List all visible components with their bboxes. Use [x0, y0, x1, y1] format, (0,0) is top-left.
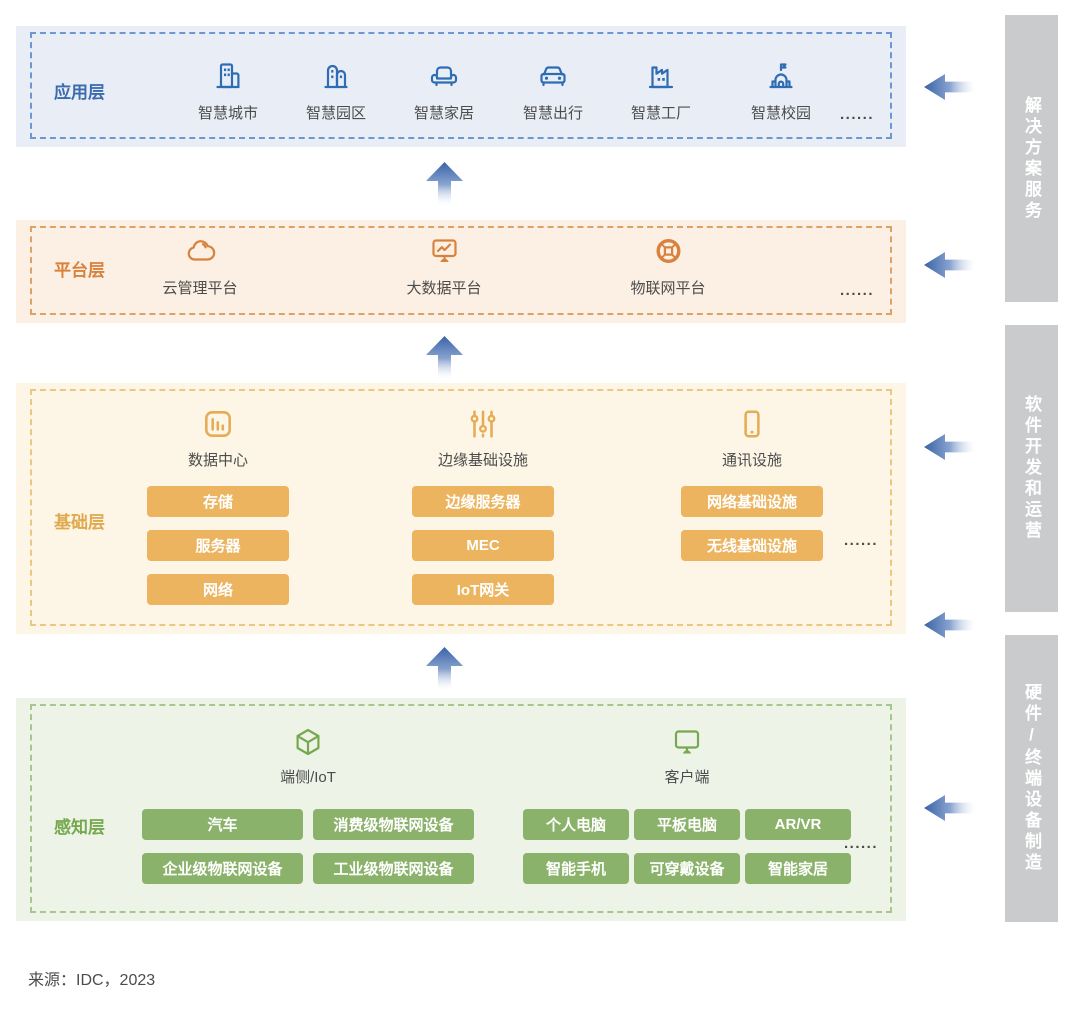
item-smart-mobility: 智慧出行 [523, 60, 583, 123]
pill-wireless-infrastructure: 无线基础设施 [681, 530, 823, 561]
item-label: 智慧校园 [750, 105, 812, 122]
platform-layer-label: 平台层 [54, 261, 105, 280]
item-big-data-platform: 大数据平台 [406, 235, 482, 298]
application-layer-panel: 应用层 智慧城市 [16, 26, 906, 147]
pill-wearables: 可穿戴设备 [634, 853, 740, 884]
perception-layer-panel: 感知层 端侧/IoT 汽车 消费级物联网设备 企业级物联网设备 工业级物联网设备 [16, 698, 906, 921]
iot-platform-icon [652, 235, 684, 267]
sidebar-software-dev-ops: 软件开发和运营 [1005, 325, 1058, 612]
layer-border [30, 389, 892, 626]
pill-server: 服务器 [147, 530, 289, 561]
item-iot-platform: 物联网平台 [630, 235, 706, 298]
sidebar-hardware-manufacturing: 硬件/终端设备制造 [1005, 635, 1058, 922]
group-client: 客户端 个人电脑 平板电脑 AR/VR 智能手机 可穿戴设备 智能家居 [523, 726, 851, 884]
pill-network: 网络 [147, 574, 289, 605]
data-center-icon [201, 407, 235, 441]
pill-network-infrastructure: 网络基础设施 [681, 486, 823, 517]
pill-enterprise-iot-devices: 企业级物联网设备 [142, 853, 303, 884]
smart-mobility-icon [537, 60, 569, 92]
group-title: 客户端 [664, 769, 710, 786]
pill-storage: 存储 [147, 486, 289, 517]
pill-ar-vr: AR/VR [745, 809, 851, 840]
item-label: 智慧出行 [522, 105, 584, 122]
smart-city-icon [212, 60, 244, 92]
pill-tablet: 平板电脑 [634, 809, 740, 840]
left-arrow-app [924, 74, 976, 100]
pill-row: 智能手机 可穿戴设备 智能家居 [523, 853, 851, 884]
group-communication-facility: 通讯设施 网络基础设施 无线基础设施 [681, 407, 823, 561]
infrastructure-layer-panel: 基础层 数据中心 存储 服务器 网络 [16, 383, 906, 634]
item-smart-factory: 智慧工厂 [631, 60, 691, 123]
pill-iot-gateway: IoT网关 [412, 574, 554, 605]
item-label: 智慧城市 [197, 105, 259, 122]
pill-edge-server: 边缘服务器 [412, 486, 554, 517]
left-arrow-platform [924, 252, 976, 278]
item-smart-campus: 智慧园区 [306, 60, 366, 123]
layer-border [30, 32, 892, 139]
left-arrow-perception [924, 795, 976, 821]
pill-smart-home: 智能家居 [745, 853, 851, 884]
perception-layer-label: 感知层 [54, 818, 105, 837]
pill-car: 汽车 [142, 809, 303, 840]
sidebar-solution-services: 解决方案服务 [1005, 15, 1058, 302]
item-smart-school: 智慧校园 [751, 60, 811, 123]
group-device-iot: 端侧/IoT 汽车 消费级物联网设备 企业级物联网设备 工业级物联网设备 [142, 726, 474, 884]
group-title: 边缘基础设施 [437, 452, 528, 469]
platform-layer-panel: 平台层 云管理平台 大数据平台 [16, 220, 906, 323]
up-arrow-platform-to-app [426, 162, 463, 207]
more-dots: ...... [844, 532, 879, 549]
group-title: 数据中心 [187, 452, 248, 469]
communication-facility-icon [735, 407, 769, 441]
item-label: 大数据平台 [406, 280, 482, 297]
left-arrow-infra-top [924, 434, 976, 460]
group-title: 通讯设施 [721, 452, 782, 469]
group-title: 端侧/IoT [280, 769, 336, 786]
smart-school-icon [765, 60, 797, 92]
sidebar-label: 硬件/终端设备制造 [1022, 683, 1041, 874]
up-arrow-infra-to-platform [426, 336, 463, 381]
item-smart-home: 智慧家居 [414, 60, 474, 123]
smart-factory-icon [645, 60, 677, 92]
item-cloud-platform: 云管理平台 [162, 235, 238, 298]
more-dots: ...... [844, 835, 879, 852]
big-data-platform-icon [428, 235, 460, 267]
group-data-center: 数据中心 存储 服务器 网络 [147, 407, 289, 605]
smart-home-icon [428, 60, 460, 92]
pill-row: 汽车 消费级物联网设备 [142, 809, 474, 840]
pill-row: 个人电脑 平板电脑 AR/VR [523, 809, 851, 840]
sidebar-label: 解决方案服务 [1022, 95, 1041, 222]
item-label: 物联网平台 [630, 280, 706, 297]
more-dots: ...... [840, 106, 875, 123]
source-note: 来源：IDC，2023 [28, 972, 156, 989]
pill-smartphone: 智能手机 [523, 853, 629, 884]
pill-personal-computer: 个人电脑 [523, 809, 629, 840]
item-label: 智慧园区 [305, 105, 367, 122]
up-arrow-perception-to-infra [426, 647, 463, 692]
item-label: 云管理平台 [162, 280, 238, 297]
infrastructure-layer-label: 基础层 [54, 513, 105, 532]
group-edge-infrastructure: 边缘基础设施 边缘服务器 MEC IoT网关 [412, 407, 554, 605]
pill-industrial-iot-devices: 工业级物联网设备 [313, 853, 474, 884]
smart-campus-icon [320, 60, 352, 92]
item-label: 智慧家居 [413, 105, 475, 122]
item-smart-city: 智慧城市 [198, 60, 258, 123]
pill-consumer-iot-devices: 消费级物联网设备 [313, 809, 474, 840]
pill-mec: MEC [412, 530, 554, 561]
edge-infrastructure-icon [466, 407, 500, 441]
item-label: 智慧工厂 [630, 105, 692, 122]
layer-border [30, 704, 892, 913]
application-layer-label: 应用层 [54, 83, 105, 102]
left-arrow-infra-bottom [924, 612, 976, 638]
client-icon [671, 726, 703, 758]
sidebar-label: 软件开发和运营 [1022, 395, 1041, 542]
more-dots: ...... [840, 282, 875, 299]
cloud-platform-icon [184, 235, 216, 267]
layer-border [30, 226, 892, 315]
pill-row: 企业级物联网设备 工业级物联网设备 [142, 853, 474, 884]
device-iot-icon [292, 726, 324, 758]
